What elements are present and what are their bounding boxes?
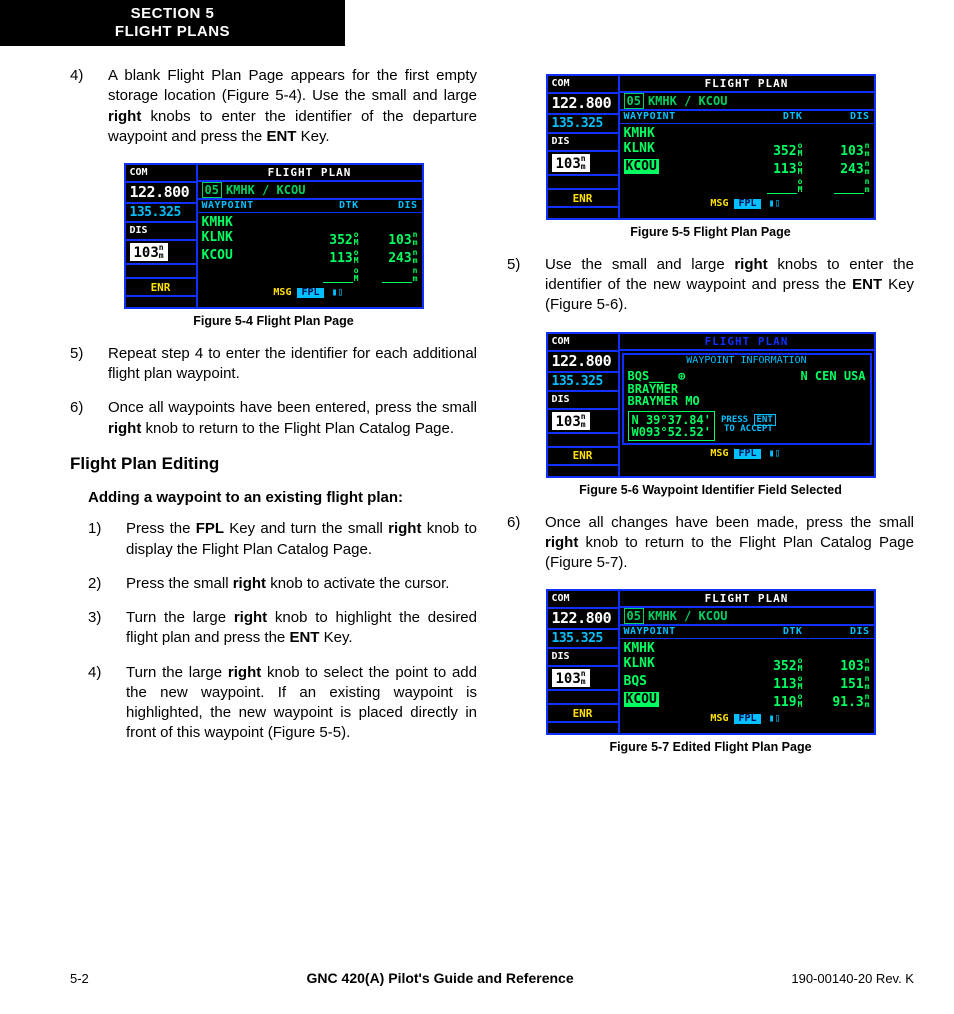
section-line1: SECTION 5	[0, 5, 345, 23]
step-num: 5)	[70, 344, 108, 385]
step-num: 4)	[88, 663, 126, 744]
proc-step-2: 2) Press the small right knob to activat…	[88, 574, 477, 594]
proc-step-1: 1) Press the FPL Key and turn the small …	[88, 519, 477, 560]
step-text: Turn the large right knob to highlight t…	[126, 608, 477, 649]
gps-display-5-5: COM 122.800 135.325 DIS 103nm ENR FLIGHT…	[546, 74, 876, 220]
step-5: 5) Repeat step 4 to enter the identifier…	[70, 344, 477, 385]
step-4: 4) A blank Flight Plan Page appears for …	[70, 66, 477, 147]
step-6: 6) Once all waypoints have been entered,…	[70, 398, 477, 439]
proc-step-3: 3) Turn the large right knob to highligh…	[88, 608, 477, 649]
left-column: 4) A blank Flight Plan Page appears for …	[70, 66, 477, 770]
step-text: Repeat step 4 to enter the identifier fo…	[108, 344, 477, 385]
step-text: Turn the large right knob to select the …	[126, 663, 477, 744]
doc-revision: 190-00140-20 Rev. K	[791, 970, 914, 988]
step-num: 6)	[70, 398, 108, 439]
step-text: A blank Flight Plan Page appears for the…	[108, 66, 477, 147]
section-header: SECTION 5 FLIGHT PLANS	[0, 0, 345, 46]
step-text: Once all waypoints have been entered, pr…	[108, 398, 477, 439]
step-num: 5)	[507, 255, 545, 316]
step-text: Use the small and large right knobs to e…	[545, 255, 914, 316]
step-text: Press the FPL Key and turn the small rig…	[126, 519, 477, 560]
heading-flight-plan-editing: Flight Plan Editing	[70, 453, 477, 476]
step-num: 2)	[88, 574, 126, 594]
section-line2: FLIGHT PLANS	[0, 23, 345, 41]
figure-5-7: COM 122.800 135.325 DIS 103nm ENR FLIGHT…	[507, 587, 914, 756]
right-column: COM 122.800 135.325 DIS 103nm ENR FLIGHT…	[507, 66, 914, 770]
step-num: 1)	[88, 519, 126, 560]
right-step-6: 6) Once all changes have been made, pres…	[507, 513, 914, 574]
doc-title: GNC 420(A) Pilot's Guide and Reference	[307, 969, 574, 988]
caption-5-6: Figure 5-6 Waypoint Identifier Field Sel…	[507, 482, 914, 499]
caption-5-4: Figure 5-4 Flight Plan Page	[70, 313, 477, 330]
figure-5-5: COM 122.800 135.325 DIS 103nm ENR FLIGHT…	[507, 72, 914, 241]
step-num: 6)	[507, 513, 545, 574]
page-number: 5-2	[70, 970, 89, 988]
step-text: Once all changes have been made, press t…	[545, 513, 914, 574]
step-num: 3)	[88, 608, 126, 649]
caption-5-7: Figure 5-7 Edited Flight Plan Page	[507, 739, 914, 756]
subheading-adding-waypoint: Adding a waypoint to an existing flight …	[88, 488, 477, 508]
gps-display-5-4: COM 122.800 135.325 DIS 103nm ENR FLIGHT…	[124, 163, 424, 309]
proc-step-4: 4) Turn the large right knob to select t…	[88, 663, 477, 744]
gps-display-5-7: COM 122.800 135.325 DIS 103nm ENR FLIGHT…	[546, 589, 876, 735]
right-step-5: 5) Use the small and large right knobs t…	[507, 255, 914, 316]
page-footer: 5-2 GNC 420(A) Pilot's Guide and Referen…	[0, 969, 954, 988]
step-text: Press the small right knob to activate t…	[126, 574, 477, 594]
caption-5-5: Figure 5-5 Flight Plan Page	[507, 224, 914, 241]
gps-display-5-6: COM 122.800 135.325 DIS 103nm ENR FLIGHT…	[546, 332, 876, 478]
step-num: 4)	[70, 66, 108, 147]
figure-5-4: COM 122.800 135.325 DIS 103nm ENR FLIGHT…	[70, 161, 477, 330]
figure-5-6: COM 122.800 135.325 DIS 103nm ENR FLIGHT…	[507, 330, 914, 499]
